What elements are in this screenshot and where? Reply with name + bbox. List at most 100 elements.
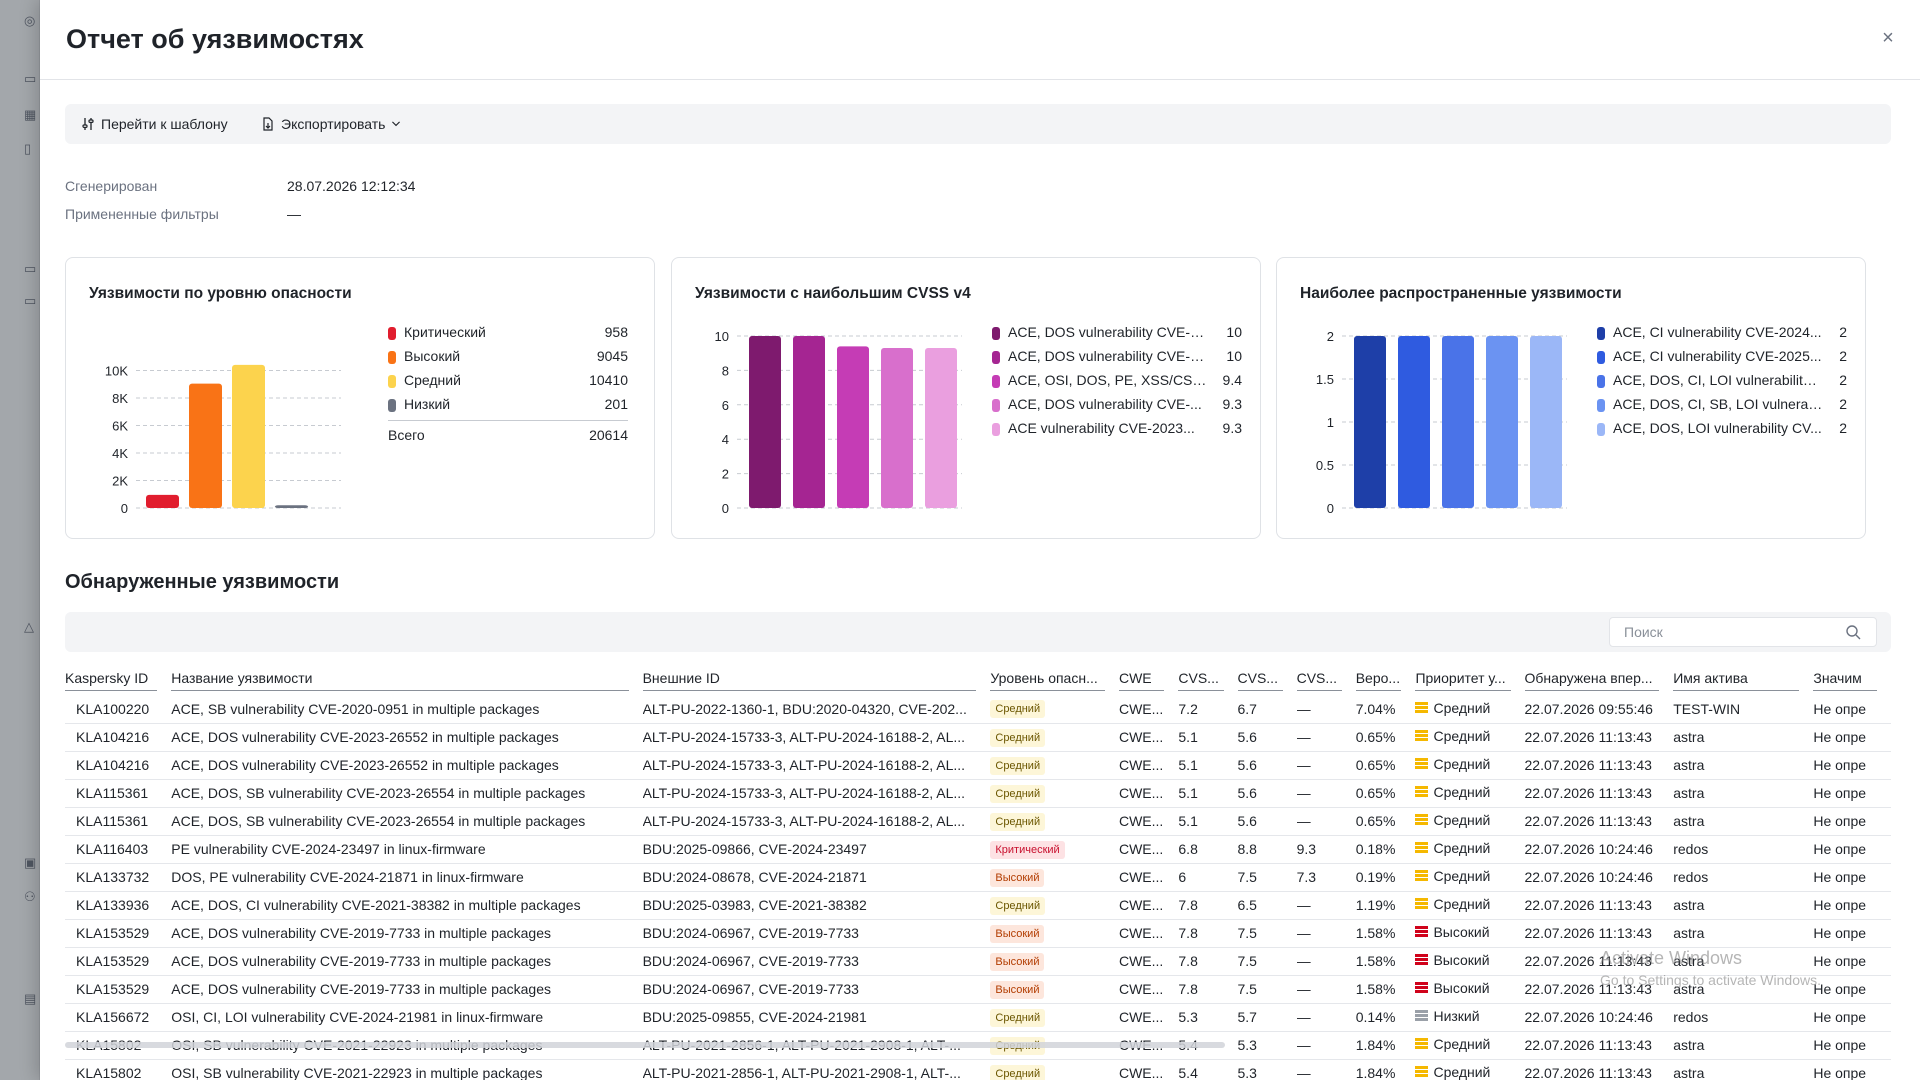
rail-device-icon[interactable]: ▭ [24, 293, 37, 308]
column-header[interactable]: Обнаружена впер... [1524, 670, 1674, 695]
table-cell: BDU:2025-09855, CVE-2024-21981 [642, 1003, 991, 1032]
table-cell: astra [1673, 779, 1814, 808]
table-cell: ALT-PU-2021-2856-1, ALT-PU-2021-2908-1, … [642, 1059, 991, 1080]
horizontal-scrollbar[interactable] [65, 1042, 1225, 1048]
column-header[interactable]: CVS... [1178, 670, 1237, 695]
priority-bar [1415, 1045, 1429, 1049]
table-row[interactable]: KLA116403 PE vulnerability CVE-2024-23497… [65, 835, 1891, 864]
legend-swatch [388, 351, 396, 364]
table-cell: 6.8 [1178, 835, 1238, 864]
table-cell: 7.5 [1237, 919, 1297, 948]
rail-map-icon[interactable]: ▦ [24, 107, 37, 122]
table-row[interactable]: KLA104216 ACE, DOS vulnerability CVE-2023… [65, 751, 1891, 780]
modal-overlay[interactable] [0, 0, 40, 1080]
column-header[interactable]: Уровень опасн... [990, 670, 1119, 695]
legend-swatch [992, 351, 1000, 364]
vulnerabilities-table: Kaspersky ID Название уязвимости Внешние I… [65, 670, 1891, 1080]
priority-bar [1415, 1069, 1429, 1073]
legend-value: 958 [604, 324, 628, 340]
table-cell: Средний [990, 1003, 1119, 1032]
table-row[interactable]: KLA133732 DOS, PE vulnerability CVE-2024-… [65, 863, 1891, 892]
table-cell: astra [1673, 891, 1814, 920]
table-row[interactable]: KLA100220 ACE, SB vulnerability CVE-2020-… [65, 695, 1891, 724]
table-cell: Низкий [1415, 1003, 1525, 1032]
table-cell: Высокий [990, 863, 1119, 892]
table-cell: 1.19% [1355, 891, 1416, 920]
severity-badge: Критический [990, 840, 1065, 859]
common-vulns-chart-card: Наиболее распространенные уязвимости 0 0.… [1276, 257, 1866, 539]
y-tick-label: 6 [722, 398, 729, 413]
priority-bars-icon [1415, 813, 1429, 825]
table-cell: 0.18% [1355, 835, 1416, 864]
rail-monitor-icon[interactable]: ▭ [24, 261, 37, 276]
vulnerabilities-section-title: Обнаруженные уязвимости [65, 571, 340, 593]
y-tick-label: 0 [1327, 501, 1334, 516]
priority-label: Средний [1433, 1036, 1491, 1053]
legend-label: ACE, DOS vulnerability CVE-2... [1008, 324, 1208, 340]
column-header[interactable]: Приоритет у... [1415, 670, 1524, 695]
column-header-label: Обнаружена впер... [1524, 670, 1660, 691]
column-header[interactable]: CVS... [1296, 670, 1356, 695]
table-row[interactable]: KLA115361 ACE, DOS, SB vulnerability CVE-… [65, 807, 1891, 836]
table-cell: 22.07.2026 10:24:46 [1524, 835, 1674, 864]
table-row[interactable]: KLA153529 ACE, DOS vulnerability CVE-2019… [65, 975, 1891, 1004]
legend-value: 2 [1839, 348, 1847, 364]
priority-bar [1415, 761, 1429, 765]
bar [793, 336, 825, 508]
search-icon[interactable] [1845, 624, 1861, 640]
table-cell: ACE, DOS vulnerability CVE-2019-7733 in … [171, 919, 643, 948]
table-cell: — [1296, 919, 1356, 948]
table-row[interactable]: KLA156672 OSI, CI, LOI vulnerability CVE-… [65, 1003, 1891, 1032]
column-header[interactable]: Значим [1813, 670, 1891, 695]
table-cell: BDU:2024-06967, CVE-2019-7733 [642, 975, 991, 1004]
table-row[interactable]: KLA133936 ACE, DOS, CI vulnerability CVE-… [65, 891, 1891, 920]
column-header[interactable]: Kaspersky ID [65, 670, 171, 695]
priority-label: Средний [1433, 784, 1491, 801]
legend-swatch [388, 327, 396, 340]
rail-tasks-icon[interactable]: ▣ [24, 855, 37, 870]
column-header[interactable]: CVS... [1237, 670, 1297, 695]
rail-bookmark-icon[interactable]: ▯ [24, 141, 32, 156]
severity-badge: Средний [990, 784, 1046, 803]
column-header[interactable]: Имя актива [1673, 670, 1813, 695]
priority-bars-icon [1415, 1065, 1429, 1077]
common-legend: ACE, CI vulnerability CVE-2024... 2 ACE, … [1597, 323, 1847, 443]
table-row[interactable]: KLA153529 ACE, DOS vulnerability CVE-2019… [65, 919, 1891, 948]
column-header[interactable]: Название уязвимости [171, 670, 642, 695]
table-cell: KLA116403 [65, 835, 172, 864]
column-header[interactable]: CWE [1118, 670, 1178, 695]
bar [1530, 336, 1562, 508]
column-header[interactable]: Внешние ID [642, 670, 991, 695]
table-cell: Средний [1415, 807, 1525, 836]
search-input[interactable] [1609, 617, 1877, 647]
table-cell: — [1296, 723, 1356, 752]
table-row[interactable]: KLA104216 ACE, DOS vulnerability CVE-2023… [65, 723, 1891, 752]
table-cell: Не опре [1813, 863, 1891, 892]
y-tick-label: 2 [722, 467, 729, 482]
legend-label: Высокий [404, 348, 461, 364]
column-header[interactable]: Веро... [1355, 670, 1416, 695]
export-button[interactable]: Экспортировать [261, 104, 401, 144]
rail-database-icon[interactable]: ▤ [24, 991, 37, 1006]
bar [881, 348, 913, 508]
rail-nav-icon[interactable]: ▭ [24, 71, 37, 86]
priority-indicator: Средний [1415, 756, 1490, 772]
legend-value: 10 [1226, 348, 1242, 364]
close-icon[interactable]: × [1882, 27, 1894, 49]
y-tick-label: 1.5 [1316, 372, 1334, 387]
legend-swatch [388, 375, 396, 388]
go-to-template-button[interactable]: Перейти к шаблону [81, 104, 228, 144]
table-cell: 7.5 [1237, 947, 1297, 976]
table-cell: 7.8 [1178, 891, 1238, 920]
legend-item: ACE, DOS vulnerability CVE-... 9.3 [992, 395, 1242, 415]
table-row[interactable]: KLA153529 ACE, DOS vulnerability CVE-2019… [65, 947, 1891, 976]
priority-label: Средний [1433, 756, 1491, 773]
table-row[interactable]: KLA115361 ACE, DOS, SB vulnerability CVE-… [65, 779, 1891, 808]
priority-bar [1415, 817, 1429, 821]
report-toolbar: Перейти к шаблону Экспортировать [65, 104, 1891, 144]
rail-users-icon[interactable]: ⚇ [24, 889, 36, 904]
column-header-label: CVS... [1178, 670, 1224, 691]
rail-alert-icon[interactable]: △ [24, 619, 34, 634]
priority-bar [1415, 733, 1429, 737]
